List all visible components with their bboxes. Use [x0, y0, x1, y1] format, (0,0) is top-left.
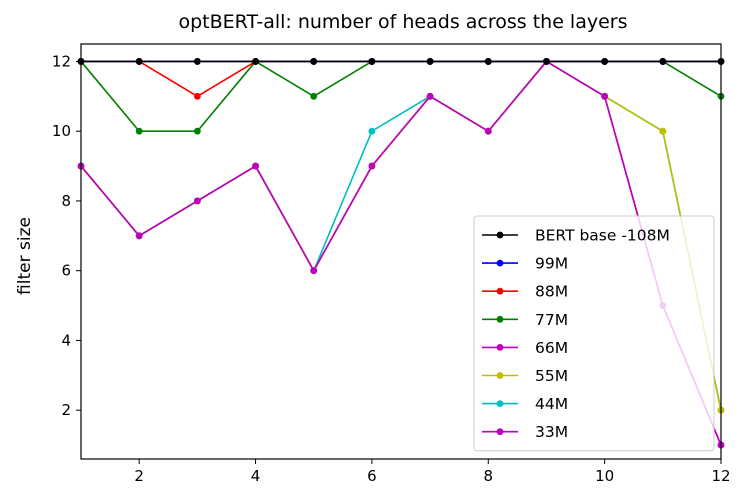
- data-point: [368, 127, 376, 135]
- x-tick-label: 12: [711, 467, 730, 485]
- legend-swatch-marker: [496, 315, 504, 323]
- legend-swatch-marker: [496, 287, 504, 295]
- data-point: [310, 267, 318, 275]
- legend-entry: 66M: [482, 339, 568, 357]
- y-tick-label: 2: [61, 401, 71, 419]
- y-tick-label: 12: [52, 52, 71, 70]
- data-point: [659, 58, 667, 65]
- x-tick-label: 8: [483, 467, 493, 485]
- x-tick-label: 6: [367, 467, 377, 485]
- data-point: [659, 127, 667, 135]
- legend-label: BERT base -108M: [535, 227, 670, 245]
- data-point: [252, 58, 259, 65]
- chart-title: optBERT-all: number of heads across the …: [178, 11, 627, 33]
- data-point: [426, 92, 434, 100]
- legend-swatch-marker: [496, 372, 504, 379]
- data-point: [543, 58, 550, 65]
- y-axis-label: filter size: [15, 217, 35, 295]
- legend-swatch-marker: [496, 400, 504, 407]
- series-line: [81, 60, 721, 98]
- legend-swatch-marker: [496, 231, 504, 239]
- legend-label: 77M: [535, 311, 568, 329]
- data-point: [310, 58, 318, 65]
- legend-label: 55M: [535, 367, 568, 385]
- series-4: [77, 58, 725, 135]
- legend-entry: BERT base -108M: [482, 227, 670, 245]
- data-point: [193, 197, 201, 205]
- legend-label: 88M: [535, 283, 568, 301]
- legend-box: [473, 215, 715, 452]
- data-point: [252, 162, 259, 170]
- legend-swatch-marker: [496, 428, 504, 436]
- data-point: [601, 92, 609, 100]
- data-point: [484, 58, 492, 65]
- data-point: [426, 58, 434, 65]
- y-tick-label: 10: [52, 122, 71, 140]
- data-point: [135, 232, 143, 240]
- legend: BERT base -108M 99M 88M 77M 66M 55M 44M 33M: [473, 215, 715, 452]
- x-tick-label: 10: [595, 467, 614, 485]
- legend-entry: 99M: [482, 255, 568, 273]
- legend-swatch-marker: [496, 259, 504, 267]
- legend-entry: 44M: [482, 395, 568, 413]
- data-point: [193, 127, 201, 135]
- y-tick-label: 8: [61, 192, 71, 210]
- data-point: [135, 127, 143, 135]
- x-tick-label: 2: [134, 467, 144, 485]
- legend-entry: 77M: [482, 311, 568, 329]
- series-1: [77, 58, 725, 65]
- x-tick-label: 4: [251, 467, 261, 485]
- y-tick-label: 6: [61, 262, 71, 280]
- data-point: [368, 162, 376, 170]
- series-line: [80, 60, 722, 446]
- legend-swatch-marker: [496, 344, 504, 351]
- data-point: [193, 92, 201, 100]
- data-point: [135, 58, 143, 65]
- data-point: [601, 58, 609, 65]
- axis-ticks: 2 4 6 8 10 12 2 4 6 8 10 12: [52, 52, 731, 485]
- series-line: [80, 60, 722, 132]
- legend-entry: 88M: [482, 283, 568, 301]
- data-point: [193, 58, 201, 65]
- series-3: [77, 58, 725, 100]
- data-point: [484, 127, 492, 135]
- y-tick-label: 4: [61, 331, 71, 349]
- legend-label: 33M: [535, 423, 568, 441]
- legend-label: 99M: [535, 255, 568, 273]
- data-point: [310, 92, 318, 100]
- data-point: [368, 58, 376, 65]
- legend-label: 66M: [535, 339, 568, 357]
- legend-entry: 33M: [482, 423, 568, 441]
- legend-entry: 55M: [482, 367, 568, 385]
- plot-frame: [80, 43, 722, 460]
- legend-label: 44M: [535, 395, 568, 413]
